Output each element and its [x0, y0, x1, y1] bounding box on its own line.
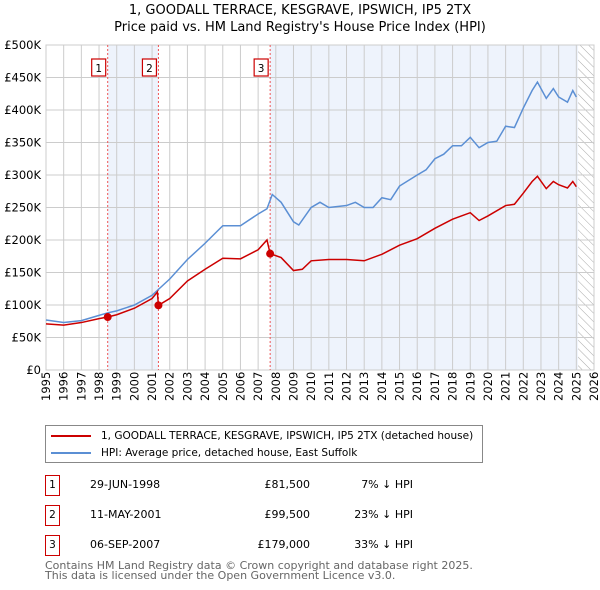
x-tick-label: 2025: [569, 372, 583, 401]
legend-label: HPI: Average price, detached house, East…: [101, 447, 358, 459]
x-tick-label: 2004: [198, 372, 212, 401]
sale-label: 3: [258, 63, 265, 75]
sale-label-box: [141, 58, 158, 77]
x-tick-label: 2014: [375, 372, 389, 401]
x-tick-label: 1997: [74, 372, 88, 401]
transaction-row: 1 29-JUN-1998 £81,500 7% ↓ HPI: [45, 475, 445, 496]
x-tick-label: 2012: [340, 372, 354, 401]
sale-label: 1: [95, 63, 102, 75]
x-tick-label: 2022: [516, 372, 530, 401]
x-tick-label: 2024: [552, 372, 566, 401]
x-tick-label: 2006: [233, 372, 247, 401]
plot-frame: [45, 44, 595, 371]
transaction-marker: 2: [45, 505, 60, 526]
transaction-row: 2 11-MAY-2001 £99,500 23% ↓ HPI: [45, 505, 445, 526]
transaction-hpi-diff: 7% ↓ HPI: [361, 478, 413, 491]
transaction-hpi-diff: 23% ↓ HPI: [354, 508, 413, 521]
y-tick-label: £400K: [4, 103, 41, 117]
x-tick-label: 2007: [251, 372, 265, 401]
x-tick-label: 1996: [57, 372, 71, 401]
transaction-price: £81,500: [264, 478, 311, 491]
series-line: [45, 80, 577, 324]
chart-title: 1, GOODALL TERRACE, KESGRAVE, IPSWICH, I…: [128, 3, 472, 18]
legend-swatch-blue: [51, 452, 91, 454]
sale-label-box: [253, 58, 269, 77]
transaction-row: 3 06-SEP-2007 £179,000 33% ↓ HPI: [45, 535, 445, 556]
footer-licence: This data is licensed under the Open Gov…: [45, 569, 396, 582]
x-tick-label: 2008: [269, 372, 283, 401]
x-tick-label: 2016: [410, 372, 424, 401]
x-tick-label: 2020: [481, 372, 495, 401]
y-tick-label: £450K: [4, 71, 41, 85]
x-tick-label: 2017: [428, 372, 442, 401]
y-tick-label: £350K: [4, 136, 41, 150]
sale-label-box: [91, 58, 107, 77]
x-tick-label: 1998: [92, 372, 106, 401]
x-tick-label: 2019: [463, 372, 477, 401]
x-tick-label: 2010: [304, 372, 318, 401]
x-tick-label: 2023: [534, 372, 548, 401]
transaction-marker: 1: [45, 475, 60, 496]
x-tick-label: 2009: [286, 372, 300, 401]
transaction-date: 11-MAY-2001: [90, 508, 162, 521]
x-tick-label: 1995: [39, 372, 53, 401]
x-tick-label: 2002: [163, 372, 177, 401]
transaction-price: £179,000: [257, 538, 311, 551]
x-tick-label: 2013: [357, 372, 371, 401]
legend: 1, GOODALL TERRACE, KESGRAVE, IPSWICH, I…: [45, 425, 483, 463]
transaction-price: £99,500: [264, 508, 311, 521]
x-tick-label: 2001: [145, 372, 159, 401]
transaction-date: 29-JUN-1998: [90, 478, 161, 491]
series-line: [45, 175, 577, 326]
x-tick-label: 1999: [110, 372, 124, 401]
y-tick-label: £250K: [4, 201, 41, 215]
x-tick-label: 2011: [322, 372, 336, 401]
legend-item-hpi: HPI: Average price, detached house, East…: [51, 445, 357, 461]
y-tick-label: £500K: [4, 38, 41, 52]
y-tick-label: £200K: [4, 233, 41, 247]
x-tick-label: 2003: [180, 372, 194, 401]
sale-label: 2: [146, 63, 153, 75]
price-chart: £0 £50K £100K £150K £200K £250K £300K £350K £400…: [4, 38, 600, 401]
y-tick-label: £300K: [4, 168, 41, 182]
x-tick-label: 2021: [499, 372, 513, 401]
x-tick-label: 2018: [446, 372, 460, 401]
transaction-hpi-diff: 33% ↓ HPI: [354, 538, 413, 551]
sale-point: [103, 313, 112, 322]
legend-label: 1, GOODALL TERRACE, KESGRAVE, IPSWICH, I…: [101, 430, 474, 442]
transaction-marker: 3: [45, 535, 60, 556]
sale-point: [154, 301, 163, 310]
footer-copyright: Contains HM Land Registry data © Crown c…: [45, 559, 473, 572]
x-tick-label: 2026: [587, 372, 600, 401]
x-tick-label: 2000: [127, 372, 141, 401]
legend-item-property: 1, GOODALL TERRACE, KESGRAVE, IPSWICH, I…: [51, 428, 473, 444]
x-tick-label: 2005: [216, 372, 230, 401]
y-tick-label: £0: [26, 363, 41, 377]
y-tick-label: £100K: [4, 298, 41, 312]
x-tick-label: 2015: [393, 372, 407, 401]
legend-swatch-red: [51, 435, 91, 437]
footer: Contains HM Land Registry data © Crown c…: [45, 559, 473, 582]
y-tick-label: £150K: [4, 266, 41, 280]
chart-subtitle: Price paid vs. HM Land Registry's House …: [114, 20, 486, 35]
transaction-date: 06-SEP-2007: [90, 538, 161, 551]
y-tick-label: £50K: [12, 331, 42, 345]
sale-point: [266, 249, 275, 258]
